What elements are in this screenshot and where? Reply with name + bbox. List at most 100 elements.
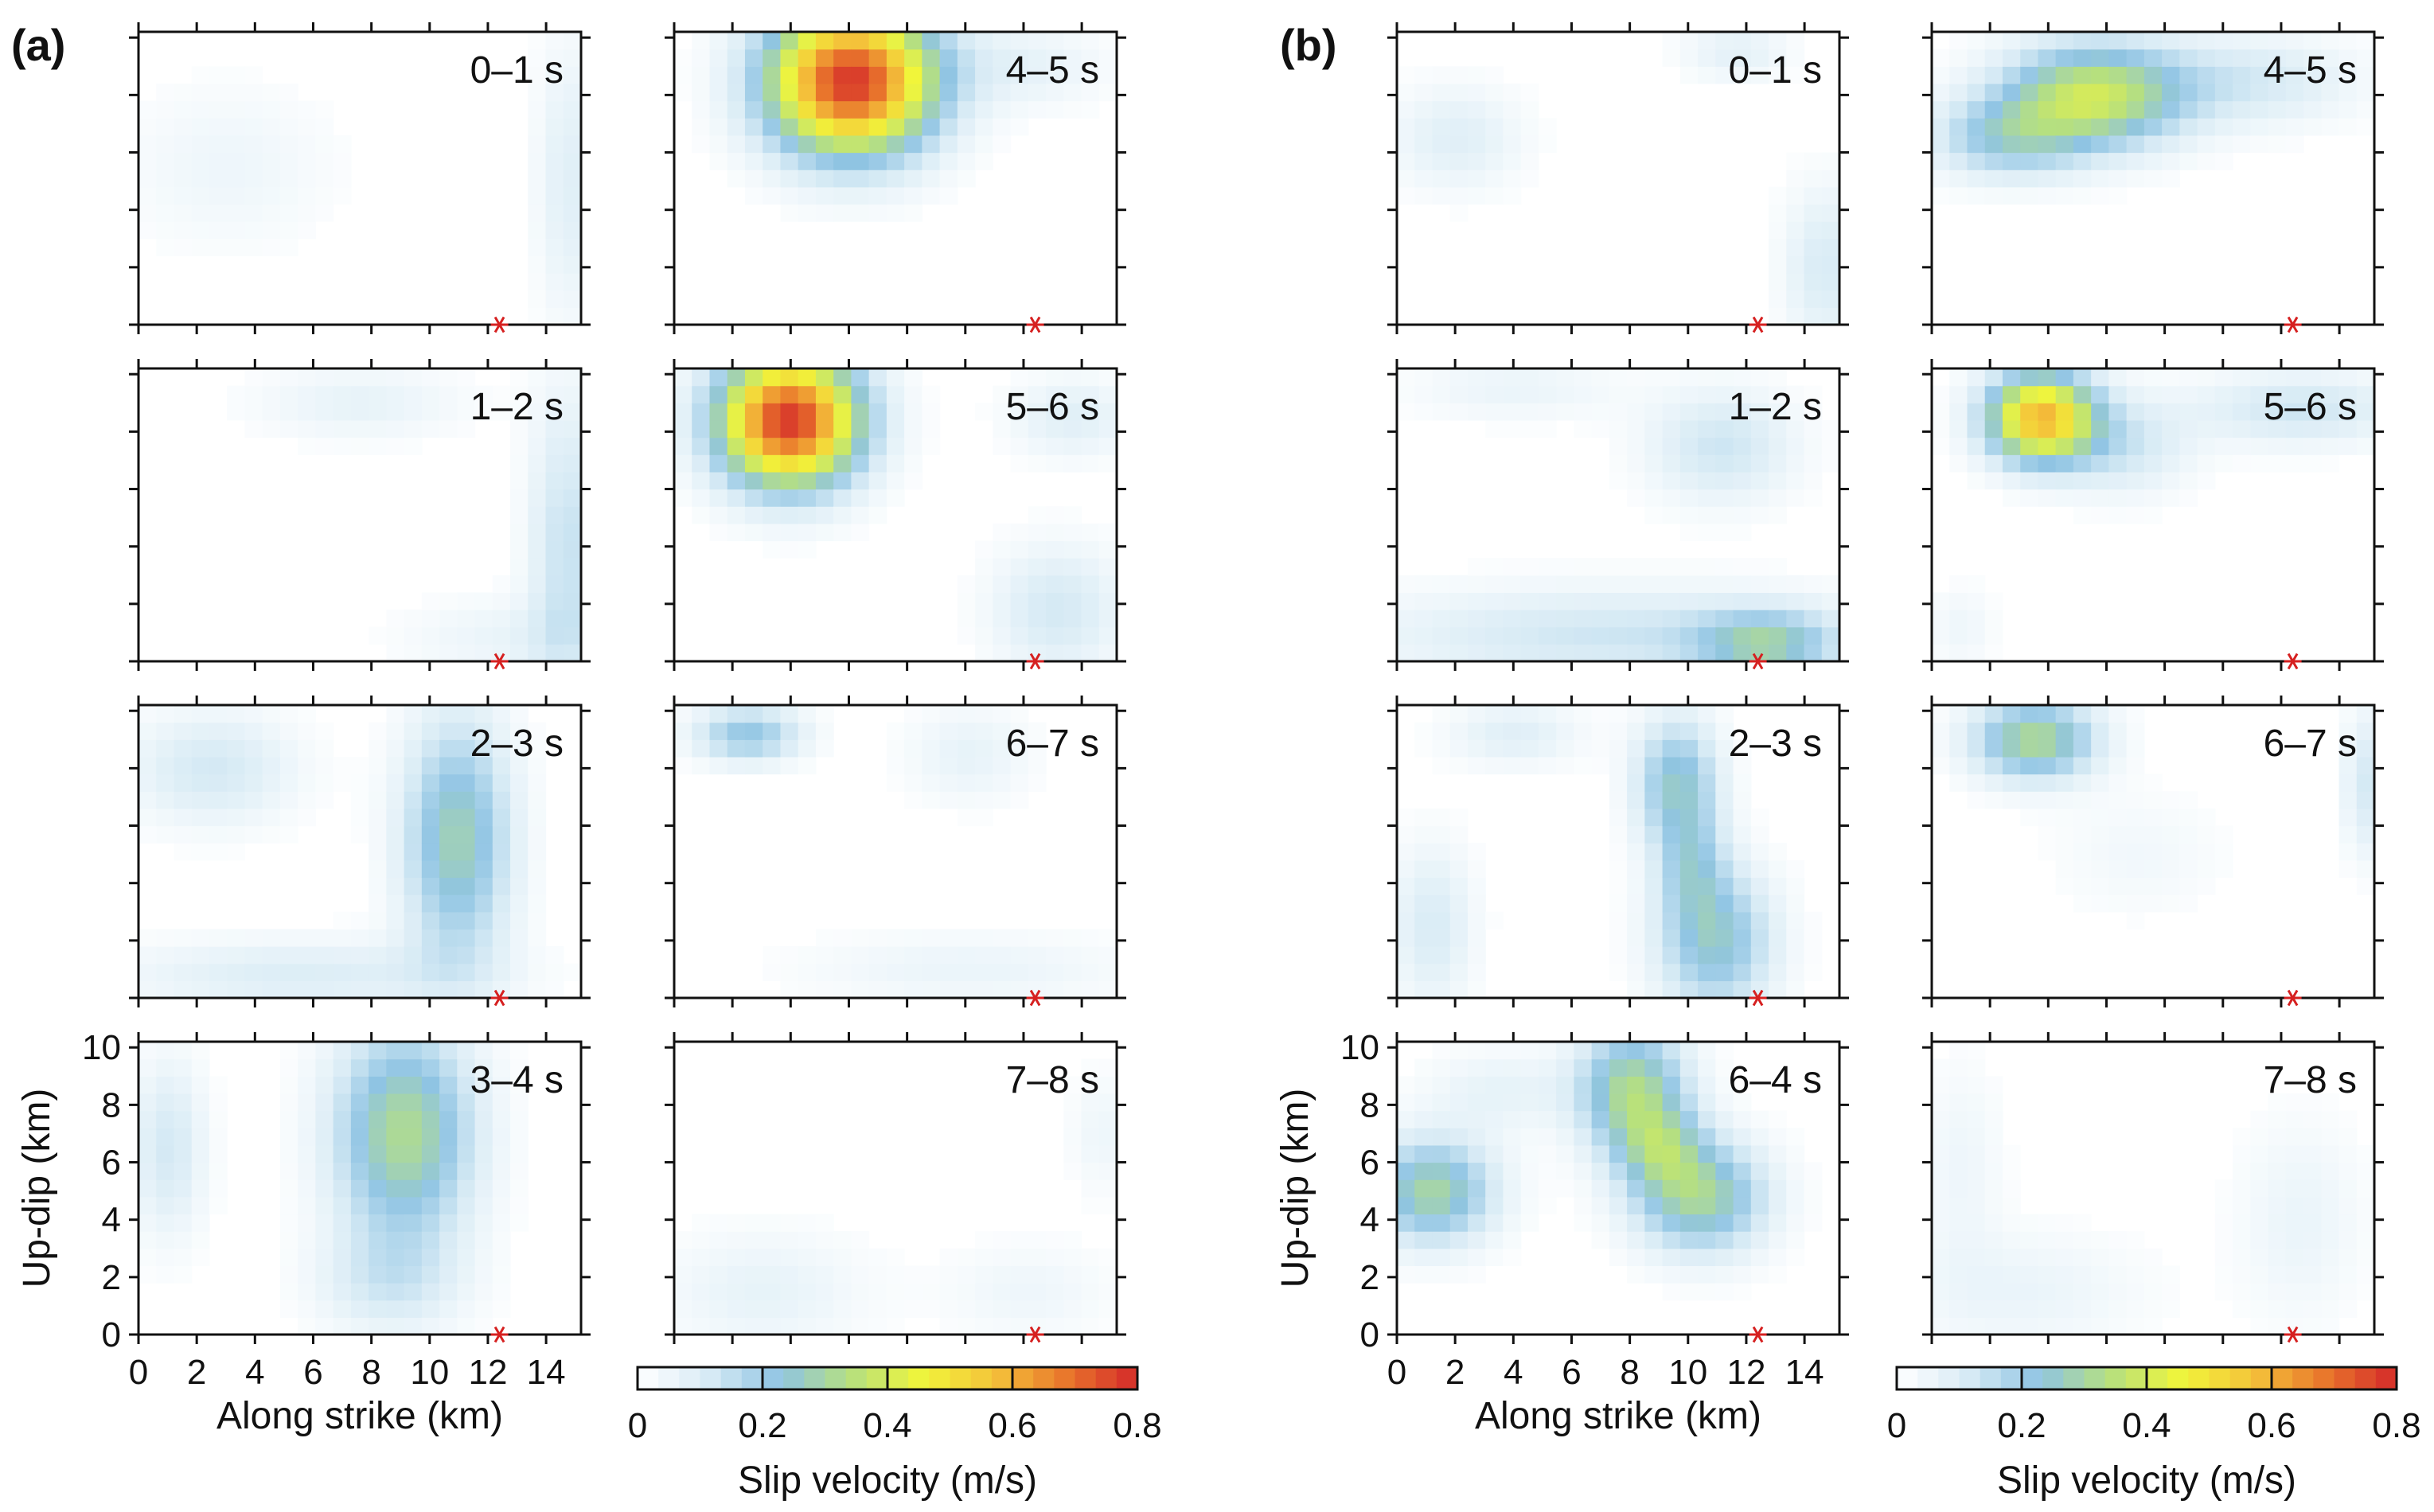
heatmap-cell (244, 368, 263, 387)
heatmap-cell (2038, 100, 2057, 119)
heatmap-cell (421, 894, 440, 913)
heatmap-cell (1949, 134, 1968, 154)
heatmap-cell (886, 152, 905, 170)
heatmap-cell (2321, 83, 2340, 102)
heatmap-cell (798, 49, 817, 67)
heatmap-cell (279, 1144, 298, 1163)
heatmap-cell (138, 1144, 157, 1163)
heatmap-cell (1556, 1058, 1574, 1077)
heatmap-cell (2356, 1179, 2375, 1198)
heatmap-cell (2108, 894, 2128, 913)
heatmap-cell (692, 83, 711, 102)
heatmap-cell (279, 1214, 298, 1232)
heatmap-cell (1414, 66, 1433, 84)
heatmap-cell (191, 1144, 210, 1163)
panel-frame (673, 703, 1118, 1000)
heatmap-cell (2091, 100, 2109, 119)
heatmap-cell (993, 644, 1012, 662)
heatmap-cell (2356, 1248, 2375, 1267)
heatmap-cell (2002, 437, 2021, 455)
heatmap-cell (1786, 1248, 1805, 1267)
heatmap-cell (138, 963, 157, 981)
colorbar-segment (2084, 1367, 2106, 1389)
heatmap-cell (1414, 575, 1433, 594)
heatmap-cell (262, 204, 281, 222)
heatmap-cell (1984, 644, 2003, 662)
heatmap-cell (386, 1144, 405, 1163)
heatmap-cell (1538, 610, 1557, 628)
heatmap-cell (2162, 1300, 2180, 1318)
heatmap-cell (350, 808, 369, 827)
heatmap-cell (298, 1300, 316, 1318)
heatmap-cell (833, 437, 852, 455)
colorbar-segment (741, 1367, 763, 1389)
heatmap-cell (386, 946, 405, 964)
heatmap-cell (1967, 454, 1986, 473)
heatmap-cell (439, 1214, 458, 1232)
heatmap-cell (563, 506, 582, 524)
heatmap-cell (1449, 911, 1469, 930)
heatmap-cell (2108, 385, 2128, 403)
heatmap-cell (1449, 1144, 1469, 1163)
heatmap-cell (279, 722, 298, 740)
heatmap-cell (1698, 843, 1716, 861)
heatmap-cell (1397, 963, 1415, 981)
heatmap-cell (763, 739, 782, 758)
y-tick-label: 4 (102, 1201, 121, 1240)
heatmap-cell (1733, 1179, 1752, 1198)
heatmap-cell (191, 1093, 210, 1112)
heatmap-cell (904, 1300, 923, 1318)
heatmap-cell (1644, 489, 1664, 507)
heatmap-cell (333, 1283, 352, 1301)
heatmap-cell (1046, 929, 1064, 947)
heatmap-cell (1769, 963, 1787, 981)
heatmap-cell (279, 963, 298, 981)
heatmap-cell (2108, 49, 2128, 67)
heatmap-cell (763, 540, 782, 559)
heatmap-cell (298, 1144, 316, 1163)
heatmap-cell (1804, 221, 1823, 240)
heatmap-cell (868, 100, 887, 119)
heatmap-cell (1786, 1144, 1805, 1163)
heatmap-cell (510, 368, 529, 387)
heatmap-cell (1397, 1093, 1415, 1112)
heatmap-cell (975, 1265, 993, 1284)
heatmap-cell (1949, 1110, 1968, 1128)
heatmap-cell (1698, 1196, 1716, 1215)
heatmap-cell (2020, 368, 2039, 387)
heatmap-cell (1397, 1196, 1415, 1215)
heatmap-cell (2250, 134, 2269, 154)
panel-a-5–6 s: 5–6 s (665, 359, 1126, 671)
heatmap-cell (2091, 170, 2109, 188)
heatmap-cell (1627, 739, 1645, 758)
heatmap-cell (922, 385, 941, 403)
heatmap-cell (386, 929, 405, 947)
heatmap-cell (1967, 1076, 1986, 1094)
time-window-label: 6–7 s (2264, 723, 2357, 765)
heatmap-cell (369, 419, 387, 438)
heatmap-cell (1081, 100, 1100, 119)
heatmap-cell (1449, 722, 1469, 740)
heatmap-cell (1733, 1265, 1752, 1284)
panel-ticks (1922, 22, 2384, 334)
heatmap-cell (1397, 825, 1415, 844)
heatmap-cell (727, 49, 746, 67)
heatmap-cell (404, 1162, 423, 1180)
heatmap-cell (2303, 83, 2322, 102)
heatmap-cell (2073, 1231, 2092, 1249)
heatmap-cell (2214, 32, 2233, 50)
heatmap-cell (2179, 877, 2198, 895)
heatmap-cell (1733, 506, 1752, 524)
heatmap-cell (1804, 1214, 1823, 1232)
heatmap-cell (993, 1317, 1012, 1335)
heatmap-cell (1538, 1093, 1557, 1112)
heatmap-cell (474, 911, 493, 930)
heatmap-cell (1574, 1144, 1593, 1163)
heatmap-cell (904, 368, 923, 387)
heatmap-cell (1627, 946, 1645, 964)
heatmap-cell (763, 403, 782, 421)
heatmap-cell (763, 1214, 782, 1232)
heatmap-cell (2020, 152, 2039, 170)
heatmap-cell (1679, 705, 1699, 723)
heatmap-cell (1769, 626, 1787, 645)
